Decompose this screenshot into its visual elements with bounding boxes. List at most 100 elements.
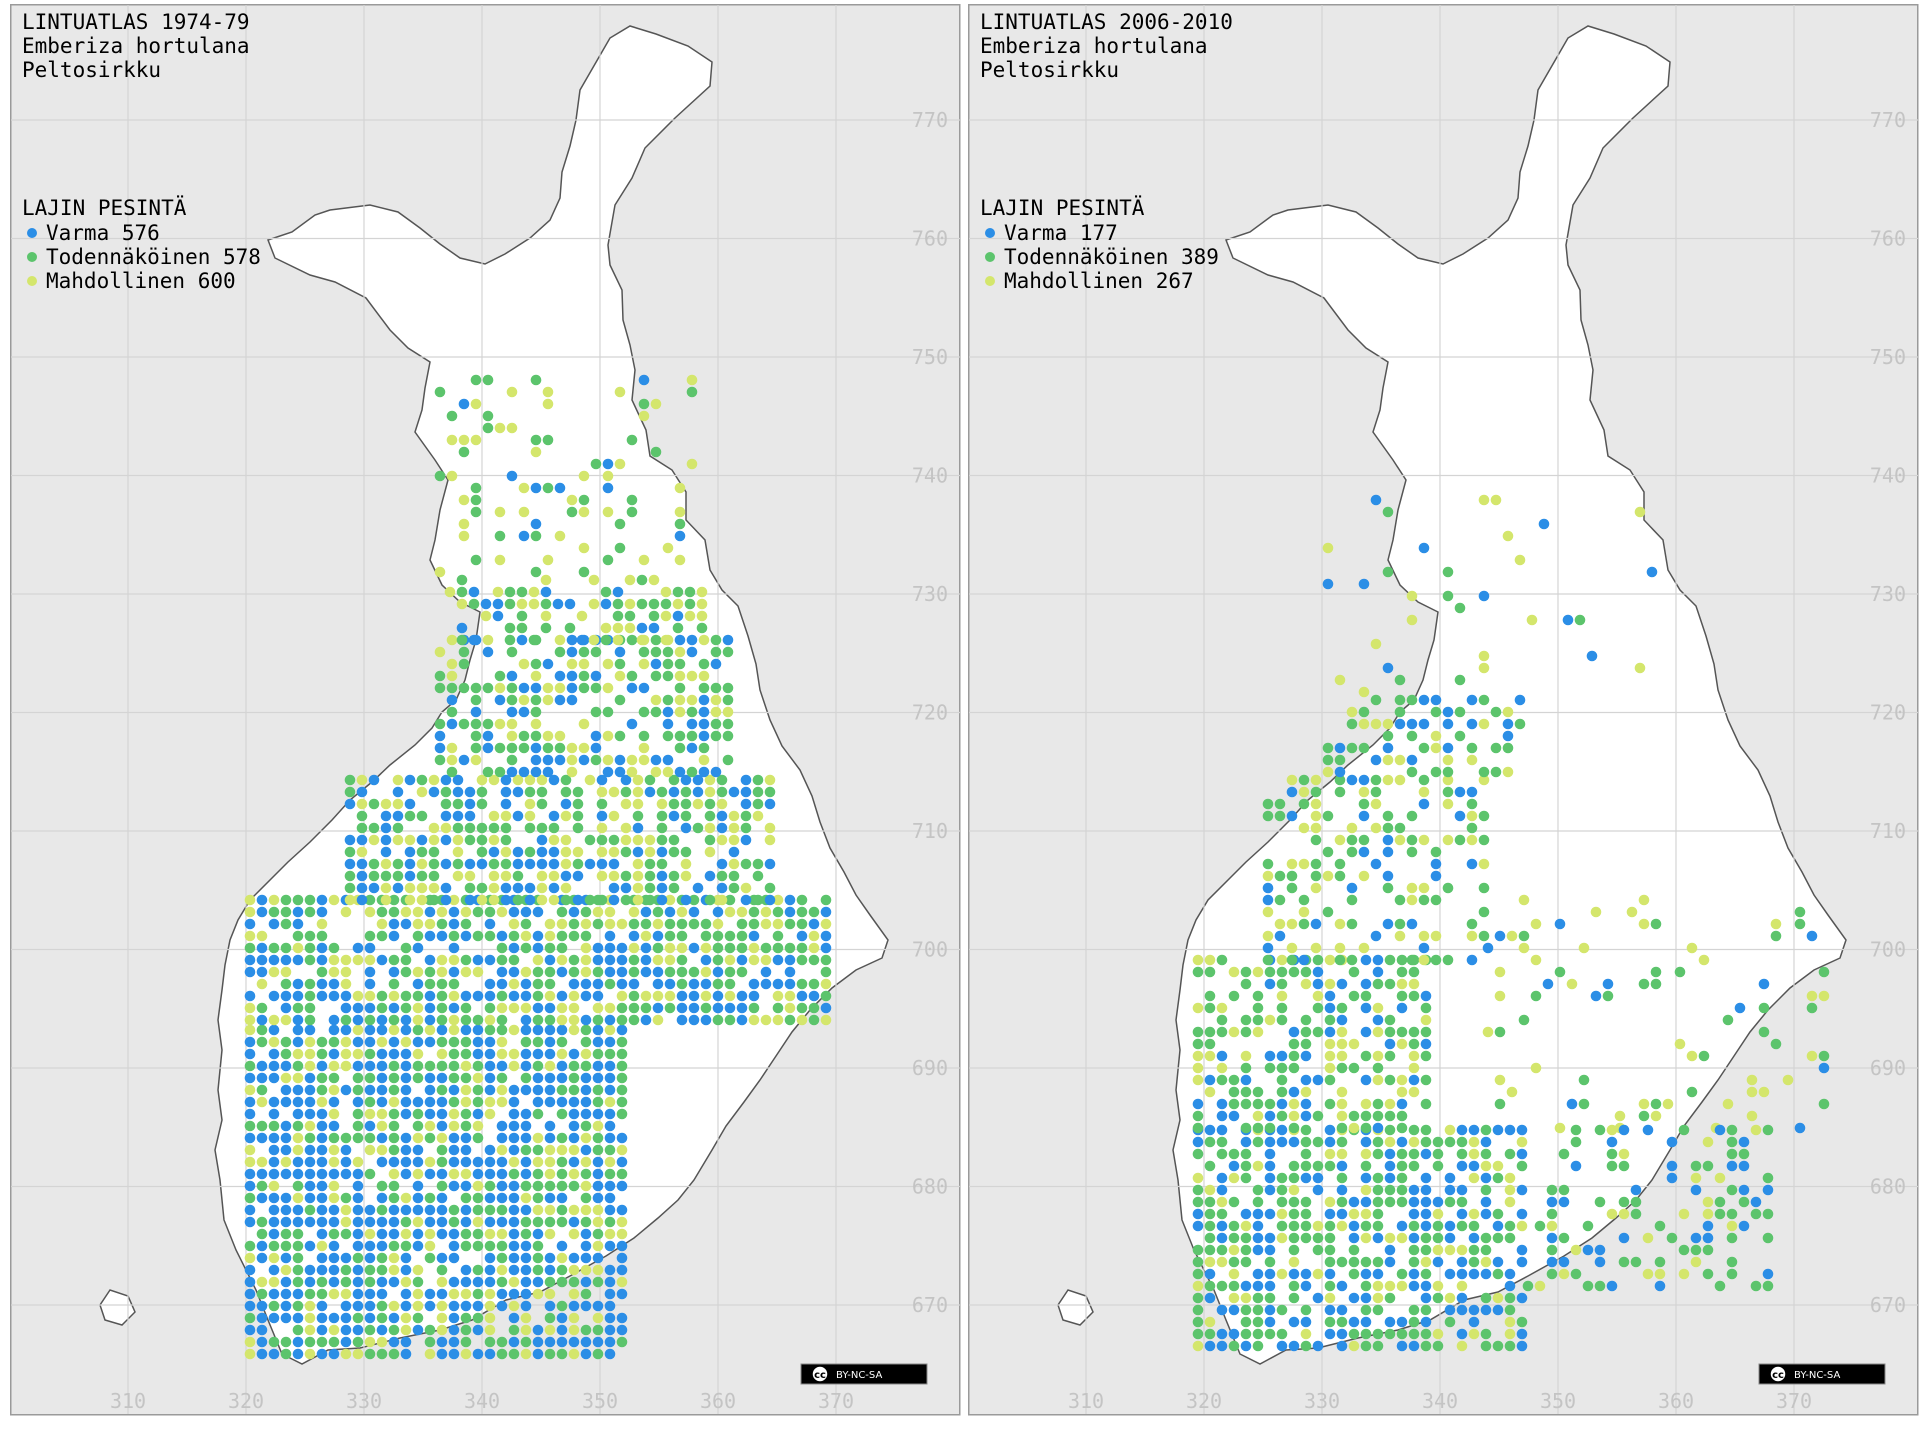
breeding-dot bbox=[388, 1120, 400, 1132]
breeding-dot bbox=[376, 1084, 388, 1096]
breeding-dot bbox=[1418, 834, 1430, 846]
breeding-dot bbox=[520, 906, 532, 918]
breeding-dot bbox=[1276, 1196, 1288, 1208]
breeding-dot bbox=[580, 1252, 592, 1264]
breeding-dot bbox=[722, 694, 734, 706]
breeding-dot bbox=[448, 1108, 460, 1120]
breeding-dot bbox=[1442, 882, 1454, 894]
breeding-dot bbox=[500, 894, 512, 906]
breeding-dot bbox=[388, 1084, 400, 1096]
breeding-dot bbox=[1252, 990, 1264, 1002]
breeding-dot bbox=[1312, 1220, 1324, 1232]
breeding-dot bbox=[532, 930, 544, 942]
breeding-dot bbox=[1312, 1184, 1324, 1196]
breeding-dot bbox=[476, 798, 488, 810]
breeding-dot bbox=[688, 990, 700, 1002]
breeding-dot bbox=[614, 730, 626, 742]
breeding-dot bbox=[532, 1228, 544, 1240]
breeding-dot bbox=[556, 1084, 568, 1096]
breeding-dot bbox=[554, 530, 566, 542]
breeding-dot bbox=[388, 1036, 400, 1048]
breeding-dot bbox=[446, 410, 458, 422]
breeding-dot bbox=[1456, 1148, 1468, 1160]
breeding-dot bbox=[1372, 1292, 1384, 1304]
breeding-dot bbox=[400, 918, 412, 930]
breeding-dot bbox=[1360, 1110, 1372, 1122]
breeding-dot bbox=[1336, 1316, 1348, 1328]
breeding-dot bbox=[434, 754, 446, 766]
breeding-dot bbox=[1758, 1026, 1770, 1038]
breeding-dot bbox=[304, 1336, 316, 1348]
breeding-dot bbox=[596, 858, 608, 870]
breeding-dot bbox=[1466, 754, 1478, 766]
breeding-dot bbox=[448, 1288, 460, 1300]
breeding-dot bbox=[1372, 1136, 1384, 1148]
breeding-dot bbox=[1252, 1304, 1264, 1316]
breeding-dot bbox=[1300, 1098, 1312, 1110]
breeding-dot bbox=[244, 1024, 256, 1036]
breeding-dot bbox=[1192, 1148, 1204, 1160]
breeding-dot bbox=[424, 1120, 436, 1132]
breeding-dot bbox=[566, 766, 578, 778]
breeding-dot bbox=[1618, 1208, 1630, 1220]
breeding-dot bbox=[412, 930, 424, 942]
breeding-dot bbox=[508, 1108, 520, 1120]
breeding-dot bbox=[496, 1252, 508, 1264]
breeding-dot bbox=[448, 1084, 460, 1096]
breeding-dot bbox=[292, 1180, 304, 1192]
breeding-dot bbox=[1408, 1220, 1420, 1232]
breeding-dot bbox=[1336, 1050, 1348, 1062]
breeding-dot bbox=[616, 978, 628, 990]
breeding-dot bbox=[388, 954, 400, 966]
breeding-dot bbox=[556, 1216, 568, 1228]
breeding-dot bbox=[416, 870, 428, 882]
breeding-dot bbox=[492, 598, 504, 610]
breeding-dot bbox=[484, 1228, 496, 1240]
breeding-dot bbox=[556, 1144, 568, 1156]
breeding-dot bbox=[458, 494, 470, 506]
breeding-dot bbox=[1204, 1340, 1216, 1352]
breeding-dot bbox=[304, 1156, 316, 1168]
breeding-dot bbox=[344, 786, 356, 798]
breeding-dot bbox=[532, 1156, 544, 1168]
breeding-dot bbox=[292, 1002, 304, 1014]
breeding-dot bbox=[548, 858, 560, 870]
breeding-dot bbox=[400, 1276, 412, 1288]
breeding-dot bbox=[492, 610, 504, 622]
breeding-dot bbox=[696, 598, 708, 610]
breeding-dot bbox=[684, 610, 696, 622]
breeding-dot bbox=[256, 1192, 268, 1204]
breeding-dot bbox=[712, 990, 724, 1002]
breeding-dot bbox=[712, 954, 724, 966]
breeding-dot bbox=[652, 978, 664, 990]
breeding-dot bbox=[496, 1216, 508, 1228]
breeding-dot bbox=[344, 798, 356, 810]
breeding-dot bbox=[638, 554, 650, 566]
breeding-dot bbox=[1406, 718, 1418, 730]
x-tick-label: 370 bbox=[818, 1389, 854, 1413]
breeding-dot bbox=[520, 1216, 532, 1228]
breeding-dot bbox=[1204, 1280, 1216, 1292]
breeding-dot bbox=[592, 1096, 604, 1108]
breeding-dot bbox=[1516, 1148, 1528, 1160]
breeding-dot bbox=[412, 1216, 424, 1228]
breeding-dot bbox=[456, 574, 468, 586]
breeding-dot bbox=[712, 918, 724, 930]
breeding-dot bbox=[424, 1132, 436, 1144]
breeding-dot bbox=[532, 1180, 544, 1192]
breeding-dot bbox=[544, 1264, 556, 1276]
breeding-dot bbox=[1420, 1184, 1432, 1196]
breeding-dot bbox=[1444, 1292, 1456, 1304]
breeding-dot bbox=[482, 410, 494, 422]
breeding-dot bbox=[1300, 1110, 1312, 1122]
breeding-dot bbox=[388, 966, 400, 978]
breeding-dot bbox=[1384, 1184, 1396, 1196]
breeding-dot bbox=[1324, 1062, 1336, 1074]
breeding-dot bbox=[352, 1216, 364, 1228]
breeding-dot bbox=[604, 1002, 616, 1014]
breeding-dot bbox=[292, 990, 304, 1002]
breeding-dot bbox=[364, 894, 376, 906]
breeding-dot bbox=[1276, 1074, 1288, 1086]
breeding-dot bbox=[628, 918, 640, 930]
